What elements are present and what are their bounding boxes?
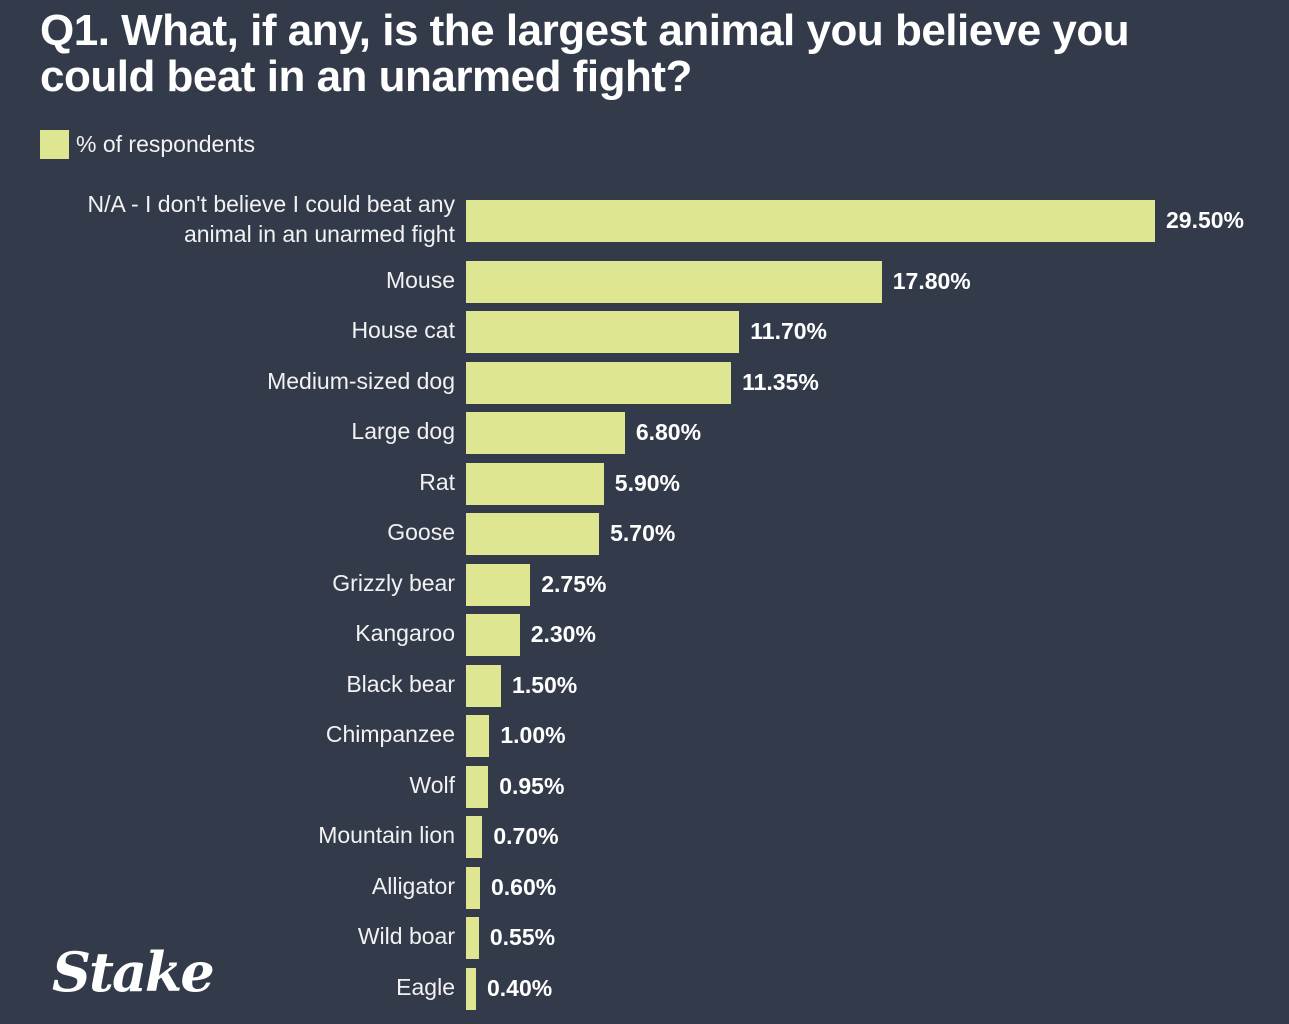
category-label: Alligator	[372, 871, 455, 901]
value-label: 11.70%	[750, 318, 827, 345]
bar	[466, 563, 531, 606]
bar	[466, 917, 479, 960]
category-label: House cat	[351, 315, 455, 345]
category-label: Mouse	[386, 265, 455, 295]
value-label: 5.90%	[614, 469, 681, 496]
value-label: 29.50%	[1166, 207, 1245, 233]
category-label-line: Mouse	[385, 267, 455, 293]
value-label: 2.30%	[530, 621, 596, 648]
category-label: Eagle	[396, 972, 455, 1002]
value-label: 0.55%	[489, 924, 556, 951]
bar	[466, 765, 489, 808]
category-label-line: Rat	[419, 468, 455, 495]
category-label: Wolf	[409, 770, 455, 800]
category-label-line: Black bear	[346, 670, 455, 697]
bar	[466, 200, 1155, 242]
category-label-line: Eagle	[396, 973, 455, 1000]
category-label-line: Chimpanzee	[325, 721, 455, 748]
category-label-line: Grizzly bear	[332, 569, 455, 596]
category-label: Black bear	[346, 669, 455, 699]
value-label: 1.00%	[500, 722, 566, 749]
bar	[466, 866, 480, 909]
bar	[466, 715, 490, 758]
value-label: 5.70%	[610, 520, 676, 547]
bar	[466, 816, 483, 859]
category-label-line: Medium-sized dog	[267, 367, 455, 394]
category-label: Wild boar	[358, 921, 455, 951]
category-label: Kangaroo	[355, 618, 455, 648]
category-label-line: Kangaroo	[355, 620, 455, 647]
value-label: 17.80%	[892, 268, 971, 294]
category-label: Grizzly bear	[332, 568, 455, 598]
category-label: Mountain lion	[318, 820, 455, 850]
value-label: 0.40%	[487, 974, 553, 1001]
bar	[466, 614, 520, 657]
bar	[466, 967, 476, 1010]
category-label: Medium-sized dog	[267, 366, 455, 396]
category-label-line: Large dog	[351, 418, 455, 445]
legend-swatch	[40, 130, 69, 159]
category-label: Rat	[419, 467, 455, 497]
value-label: 2.75%	[541, 570, 607, 597]
legend: % of respondents	[40, 130, 255, 159]
category-label: N/A - I don't believe I could beat any an…	[87, 189, 455, 249]
bar	[466, 261, 882, 303]
category-label: Large dog	[351, 416, 455, 446]
chart-title: Q1. What, if any, is the largest animal …	[40, 6, 1130, 101]
category-label-line: Goose	[387, 519, 455, 546]
bar	[466, 361, 732, 404]
value-label: 0.95%	[499, 772, 565, 799]
category-label-line: House cat	[351, 317, 455, 344]
value-label: 0.60%	[491, 873, 557, 900]
bar	[466, 513, 600, 556]
bar	[466, 311, 740, 354]
value-label: 11.35%	[742, 368, 819, 395]
bar	[466, 664, 502, 707]
category-label-line: animal in an unarmed fight	[183, 221, 455, 247]
category-label: Chimpanzee	[326, 719, 455, 749]
category-label: Goose	[387, 517, 455, 547]
category-label-line: Wild boar	[357, 923, 455, 950]
bar	[466, 412, 625, 455]
stake-logo: Stake	[52, 940, 215, 1004]
category-label-line: Alligator	[371, 872, 455, 899]
category-label-line: Wolf	[409, 771, 455, 798]
value-label: 6.80%	[635, 419, 702, 446]
category-label-line: Mountain lion	[318, 822, 455, 849]
value-label: 0.70%	[493, 823, 559, 850]
bar	[466, 462, 604, 505]
category-label-line: N/A - I don't believe I could beat any	[87, 191, 455, 217]
legend-label: % of respondents	[76, 131, 256, 157]
value-label: 1.50%	[512, 671, 578, 698]
